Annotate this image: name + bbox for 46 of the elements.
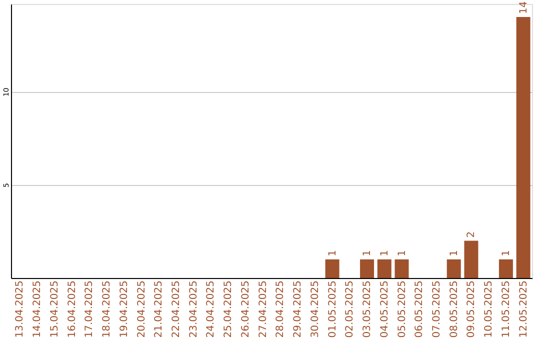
bar (498, 259, 513, 278)
bar (464, 240, 478, 278)
x-tick-label: 23.04.2025 (188, 280, 200, 338)
x-tick-label: 20.04.2025 (136, 280, 148, 338)
x-tick-label: 16.04.2025 (66, 280, 78, 338)
x-tick-label: 09.05.2025 (466, 280, 478, 338)
x-tick-label: 12.05.2025 (518, 280, 530, 338)
x-tick-label: 19.04.2025 (118, 280, 130, 338)
data-label: 1 (379, 250, 390, 256)
x-tick-label: 26.04.2025 (240, 280, 252, 338)
x-tick-label: 02.05.2025 (344, 280, 356, 338)
x-tick-label: 01.05.2025 (327, 280, 338, 338)
x-tick-label: 29.04.2025 (292, 280, 304, 338)
x-tick-label: 10.05.2025 (484, 280, 495, 338)
data-label: 1 (362, 250, 374, 256)
x-tick-label: 13.04.2025 (14, 280, 26, 338)
x-tick-label: 25.04.2025 (223, 280, 234, 338)
bar (377, 259, 392, 278)
x-tick-label: 04.05.2025 (379, 280, 390, 338)
bar (360, 259, 374, 278)
x-tick-label: 17.04.2025 (84, 280, 96, 338)
data-label: 1 (500, 250, 512, 256)
data-label: 14 (518, 1, 530, 14)
bar (446, 259, 461, 278)
x-tick-label: 28.04.2025 (275, 280, 286, 338)
x-tick-label: 06.05.2025 (414, 280, 426, 338)
x-tick-label: 05.05.2025 (396, 280, 408, 338)
x-tick-label: 24.04.2025 (206, 280, 217, 338)
x-tick-label: 14.04.2025 (32, 280, 44, 338)
x-tick-label: 22.04.2025 (170, 280, 182, 338)
data-label: 1 (448, 250, 460, 256)
x-tick-label: 11.05.2025 (500, 280, 512, 338)
x-tick-label: 08.05.2025 (448, 280, 460, 338)
x-tick-label: 07.05.2025 (431, 280, 442, 338)
data-label: 1 (327, 250, 338, 256)
x-tick-label: 03.05.2025 (362, 280, 374, 338)
x-tick-label: 18.04.2025 (102, 280, 113, 338)
bar (394, 259, 409, 278)
x-tick-label: 27.04.2025 (258, 280, 269, 338)
x-tick-label: 21.04.2025 (154, 280, 165, 338)
bar (325, 259, 340, 278)
data-label: 1 (396, 250, 408, 256)
x-tick-label: 15.04.2025 (49, 280, 60, 338)
x-tick-label: 30.04.2025 (310, 280, 321, 338)
bar (516, 17, 530, 278)
data-label: 2 (466, 231, 478, 238)
